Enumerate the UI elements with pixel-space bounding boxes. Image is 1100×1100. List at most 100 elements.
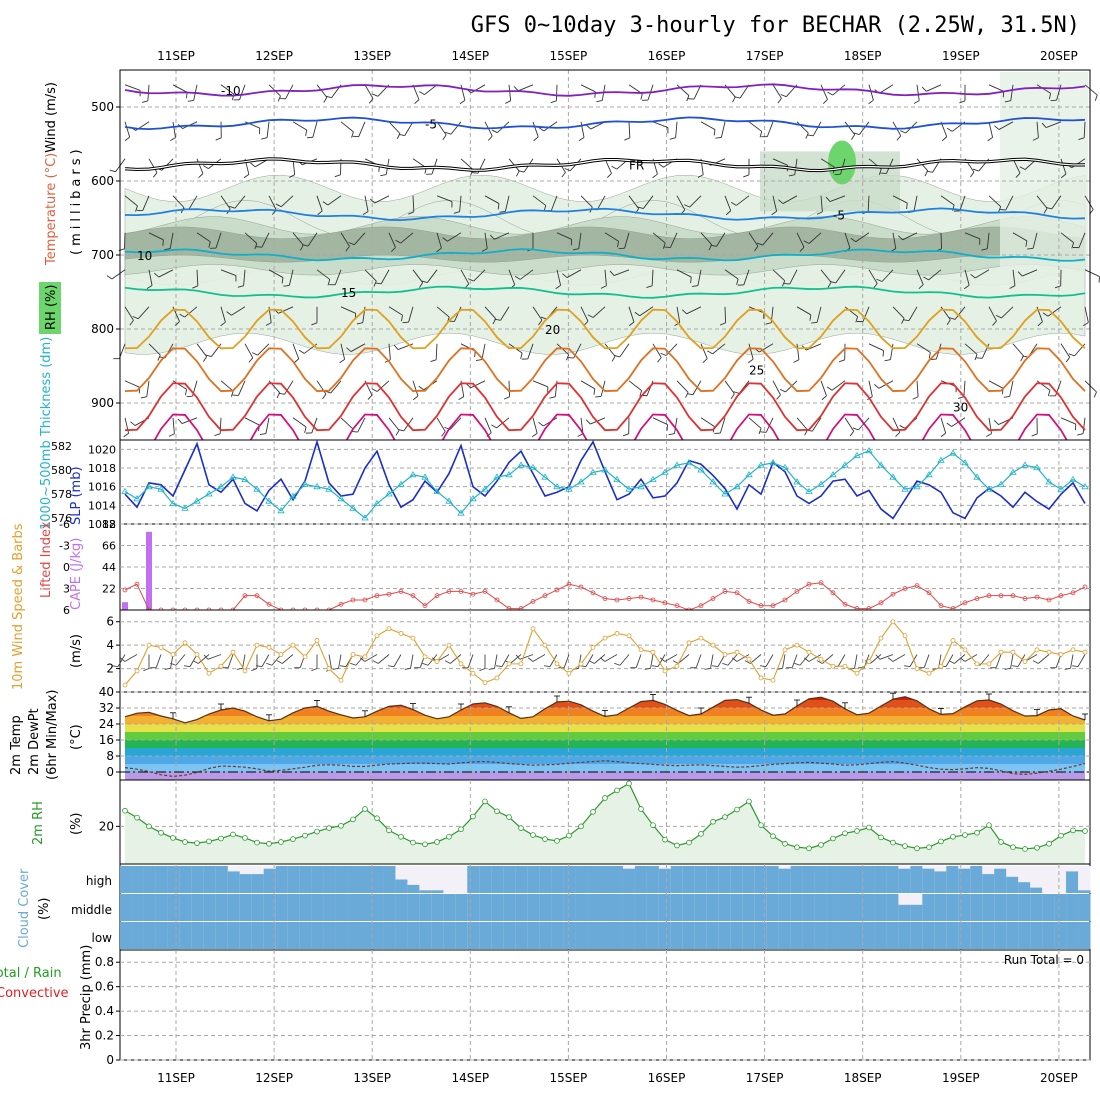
wind-barb-flag	[992, 320, 997, 326]
wind-barb	[517, 84, 534, 92]
cloud-cell	[120, 866, 133, 893]
precip-frame	[119, 949, 1091, 1061]
y-tick-label: 40	[99, 685, 114, 699]
wind-barb	[184, 306, 198, 318]
cloud-level-label: low	[92, 931, 113, 945]
wind-barb-flag	[895, 431, 901, 437]
wind-barb-flag	[660, 352, 667, 356]
rh-point	[386, 827, 392, 834]
thickness-point	[145, 483, 153, 490]
wind-barb	[397, 343, 414, 350]
wind-grid	[120, 610, 1090, 692]
wind-barb-flag	[639, 390, 643, 397]
wind-barb-flag	[668, 433, 675, 436]
y-tick-label: 24	[99, 717, 114, 731]
thickness-point	[817, 480, 825, 487]
wind-barb	[844, 121, 855, 135]
wind-barb-flag	[445, 131, 452, 135]
wind-speed-point	[1070, 647, 1076, 653]
cloud-cell	[754, 922, 768, 949]
cloud-cell	[527, 866, 540, 893]
wind-barb-flag	[555, 285, 561, 290]
cloud-cell	[862, 922, 875, 949]
precip-ylabel-conv: Convective	[0, 986, 69, 1001]
wind-barb-flag	[293, 358, 300, 364]
wind-barb-flag	[400, 315, 404, 322]
thickness-point	[205, 490, 213, 497]
thickness-point	[337, 495, 345, 502]
wind-barb	[796, 306, 812, 316]
rh-point	[278, 839, 284, 845]
dewpt-ylabel: 2m DewPt	[27, 708, 42, 775]
wind-barb	[593, 654, 606, 664]
lifted-index-point	[746, 599, 752, 604]
wind-barb-flag	[481, 248, 488, 252]
cloud-cell	[658, 868, 672, 893]
thickness-point	[877, 461, 885, 468]
wind-barb-flag	[1031, 433, 1038, 437]
wind-barb-flag	[220, 321, 226, 327]
cloud-cell	[730, 894, 744, 921]
lifted-index-point	[794, 588, 800, 594]
cloud-cell	[886, 922, 899, 949]
wind-barb-flag	[351, 430, 358, 433]
wind-barb-flag	[203, 654, 209, 660]
thickness-tick: 582	[51, 440, 72, 453]
wind-barb-flag	[851, 134, 856, 140]
wind-barb	[988, 306, 997, 322]
wind-barb	[504, 195, 510, 212]
panel-2m-rh: 20 2m RH (%)	[31, 779, 1091, 865]
cloud-cell	[634, 894, 648, 921]
wind-barb	[563, 654, 570, 668]
wind-barb	[436, 417, 446, 432]
wind-barb	[481, 343, 486, 360]
wind-barb-flag	[788, 174, 795, 177]
wind-barb	[1012, 158, 1021, 174]
cloud-cell	[299, 866, 313, 893]
wind-barb-flag	[685, 392, 689, 398]
wind-barb	[748, 232, 759, 247]
wind-barb-flag	[538, 127, 545, 132]
wind-barb-flag	[743, 174, 750, 178]
cloud-cell	[898, 868, 911, 893]
lifted-index-point	[722, 588, 728, 594]
wind-barb-flag	[514, 275, 521, 280]
lifted-index-point	[1034, 594, 1040, 600]
wind-barb	[227, 654, 234, 668]
wind-barb	[808, 232, 822, 244]
wind-barb-flag	[496, 665, 503, 668]
wind-barb-flag	[368, 98, 374, 104]
date-label-top: 19SEP	[942, 49, 980, 63]
wind-barb-flag	[487, 135, 493, 141]
wind-barb-flag	[811, 321, 818, 324]
wind-barb-flag	[499, 210, 506, 213]
wind-barb-flag	[652, 665, 659, 668]
cloud-cell	[730, 866, 744, 893]
bottom-date-axis: 11SEP 12SEP 13SEP 14SEP 15SEP 16SEP 17SEP 18SEP…	[157, 1071, 1078, 1085]
wind-barb	[652, 417, 668, 425]
wind-barb-flag	[549, 396, 556, 399]
cloud-cell	[503, 922, 516, 949]
rh-point	[398, 833, 404, 840]
wind-speed-point	[386, 626, 392, 632]
wind-barb	[772, 195, 778, 212]
lifted-index-point	[398, 588, 404, 594]
wind-barb-flag	[278, 392, 285, 395]
cloud-cell	[323, 922, 337, 949]
wind-barb	[676, 380, 689, 393]
cloud-cell	[419, 894, 432, 921]
wind-barb-flag	[672, 660, 679, 664]
rh-point	[662, 836, 668, 843]
rh-point	[962, 832, 968, 838]
wind-barb-flag	[236, 667, 243, 670]
wind-barb	[146, 380, 150, 397]
wind-barb	[963, 380, 966, 397]
wind-barb	[172, 121, 176, 138]
wind-barb	[995, 654, 1002, 668]
thickness-point	[1021, 461, 1029, 468]
lifted-index-point	[578, 584, 584, 590]
wind-barb-flag	[265, 322, 272, 326]
wind-barb	[748, 121, 763, 132]
wind-barb-flag	[538, 319, 543, 326]
rh-point	[326, 825, 332, 831]
